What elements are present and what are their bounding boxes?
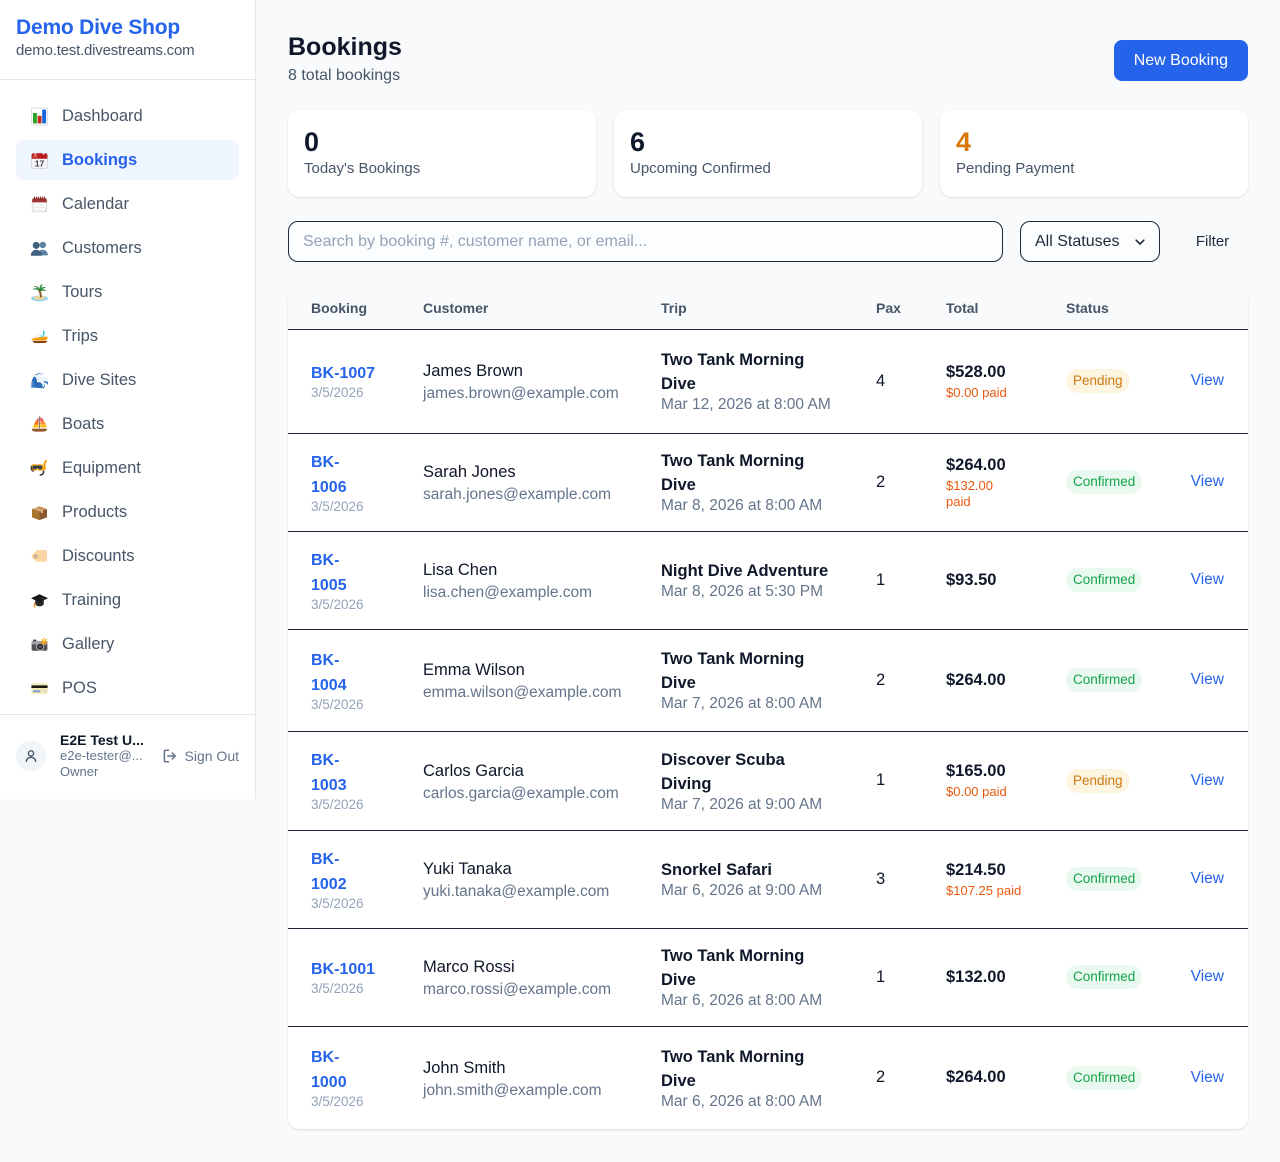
svg-text:17: 17 xyxy=(35,158,45,168)
